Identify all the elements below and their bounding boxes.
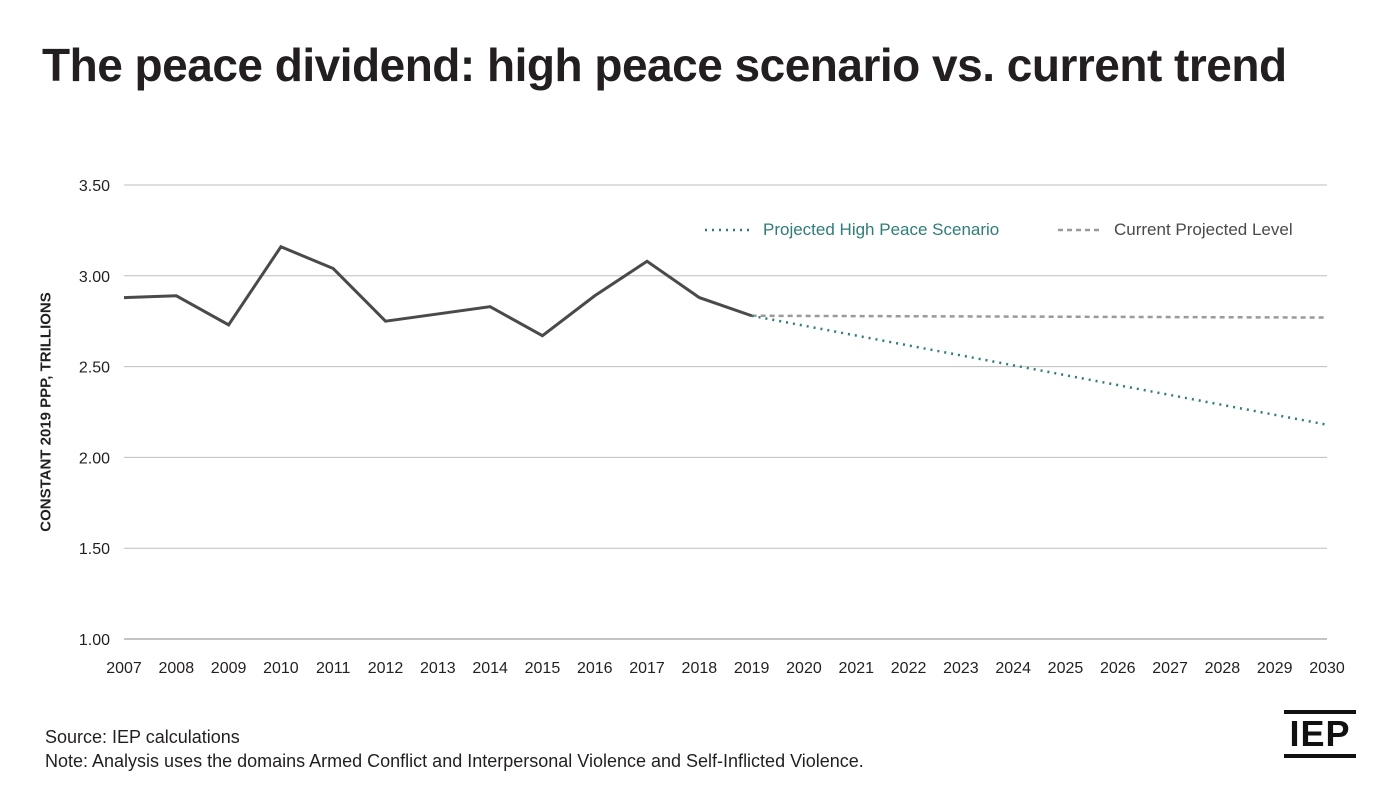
legend-label: Projected High Peace Scenario xyxy=(763,220,999,239)
x-tick-label: 2017 xyxy=(629,660,665,677)
x-tick-label: 2015 xyxy=(525,660,561,677)
analysis-note: Note: Analysis uses the domains Armed Co… xyxy=(45,751,864,771)
y-tick-label: 2.00 xyxy=(79,450,110,467)
x-tick-label: 2024 xyxy=(995,660,1031,677)
x-tick-label: 2013 xyxy=(420,660,456,677)
y-tick-label: 1.00 xyxy=(79,632,110,649)
x-tick-label: 2027 xyxy=(1152,660,1188,677)
series-line-historical xyxy=(123,244,753,338)
x-tick-label: 2010 xyxy=(263,660,299,677)
x-tick-label: 2021 xyxy=(838,660,874,677)
x-tick-label: 2012 xyxy=(368,660,404,677)
source-note: Source: IEP calculations xyxy=(45,727,240,747)
x-tick-label: 2009 xyxy=(211,660,247,677)
y-tick-label: 1.50 xyxy=(79,541,110,558)
series-line-projected-high-peace-scenario xyxy=(751,314,1328,426)
x-tick-label: 2025 xyxy=(1048,660,1084,677)
x-tick-label: 2016 xyxy=(577,660,613,677)
x-tick-label: 2026 xyxy=(1100,660,1136,677)
x-tick-label: 2022 xyxy=(891,660,927,677)
x-tick-label: 2007 xyxy=(106,660,142,677)
y-tick-label: 2.50 xyxy=(79,360,110,377)
x-tick-label: 2008 xyxy=(159,660,195,677)
y-tick-label: 3.00 xyxy=(79,269,110,286)
x-tick-label: 2028 xyxy=(1205,660,1241,677)
legend-label: Current Projected Level xyxy=(1114,220,1293,239)
x-tick-label: 2014 xyxy=(472,660,508,677)
x-tick-label: 2020 xyxy=(786,660,822,677)
x-tick-label: 2019 xyxy=(734,660,770,677)
x-tick-label: 2018 xyxy=(682,660,718,677)
y-tick-label: 3.50 xyxy=(79,178,110,195)
x-tick-label: 2029 xyxy=(1257,660,1293,677)
chart-title: The peace dividend: high peace scenario … xyxy=(42,39,1287,91)
x-tick-label: 2011 xyxy=(316,660,351,677)
series-line-current-projected-level xyxy=(751,314,1328,319)
x-tick-label: 2023 xyxy=(943,660,979,677)
iep-logo: IEP xyxy=(1284,710,1356,758)
x-tick-label: 2030 xyxy=(1309,660,1345,677)
